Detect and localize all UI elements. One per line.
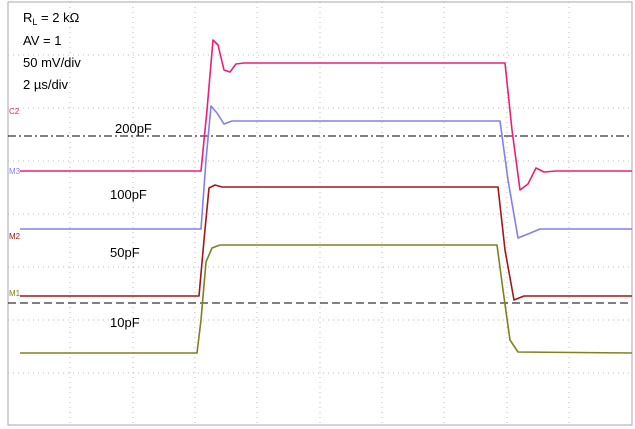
grid bbox=[8, 2, 632, 425]
channel-label: M2 bbox=[9, 232, 21, 241]
channel-label: C2 bbox=[9, 107, 20, 116]
trace-label: 100pF bbox=[110, 187, 147, 202]
trace-200pf bbox=[20, 39, 632, 191]
trace-label: 200pF bbox=[115, 121, 152, 136]
trace-label: 10pF bbox=[110, 315, 140, 330]
trace-100pf bbox=[20, 105, 632, 239]
horizontal-scale: 2 µs/div bbox=[23, 77, 69, 92]
trace-50pf bbox=[20, 184, 632, 301]
channel-label: M1 bbox=[9, 289, 21, 298]
gain-setting: AV = 1 bbox=[23, 33, 61, 48]
load-setting: RL = 2 kΩ bbox=[23, 10, 80, 27]
channel-label: M3 bbox=[9, 167, 21, 176]
trace-label: 50pF bbox=[110, 245, 140, 260]
trace-10pf bbox=[20, 244, 633, 354]
vertical-scale: 50 mV/div bbox=[23, 55, 81, 70]
